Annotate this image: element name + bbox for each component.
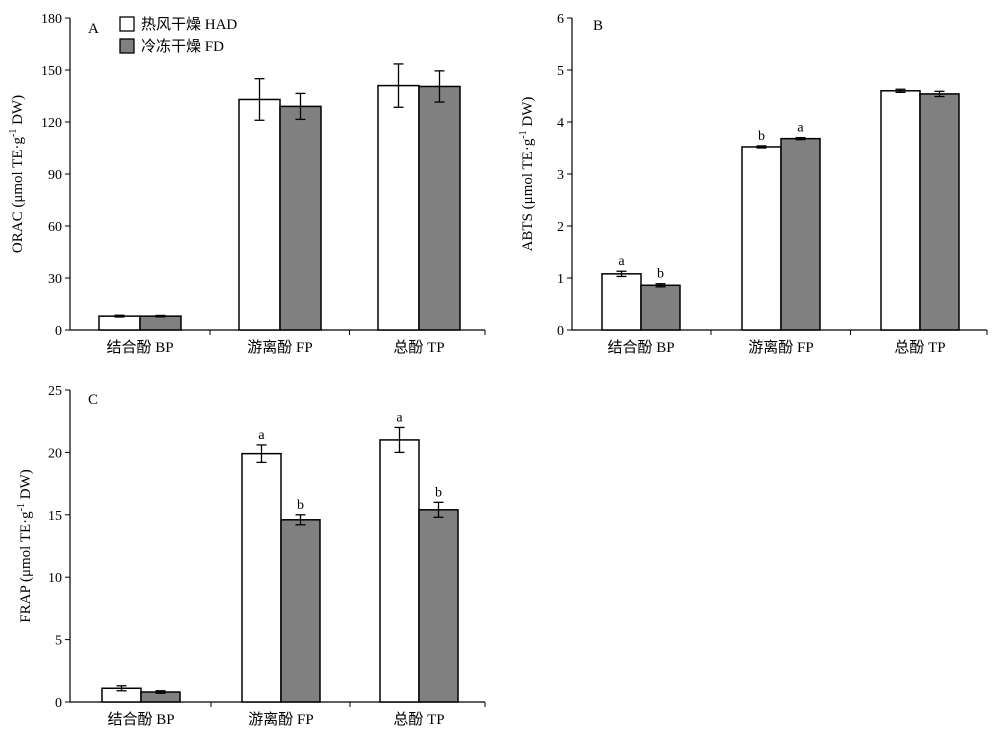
bar <box>640 284 681 331</box>
y-tick-label: 0 <box>55 696 62 711</box>
bar <box>880 90 921 331</box>
y-tick-label: 0 <box>557 324 564 339</box>
y-tick-label: 6 <box>557 12 564 27</box>
y-tick-label: 2 <box>557 220 564 235</box>
chart-panel-a: 0 30 60 90 120 150 180 结合酚 BP 游离酚 FP 总酚 TP ORAC (μ… <box>8 12 486 356</box>
bar <box>238 98 281 331</box>
legend: 热风干燥 HAD 冷冻干燥 FD <box>119 16 237 55</box>
panel-label: A <box>88 21 99 37</box>
panel-label: B <box>593 18 603 34</box>
bar <box>379 439 420 703</box>
bar <box>780 137 821 331</box>
significance-label: a <box>618 254 625 269</box>
chart-panel-c: 0 5 10 15 20 25 结合酚 BP 游离酚 FP 总酚 TP a a b b FRAP (μmo… <box>16 384 486 728</box>
bar <box>919 93 960 331</box>
bar <box>418 509 459 703</box>
significance-label: a <box>797 121 804 136</box>
x-tick-label: 结合酚 BP <box>107 711 174 728</box>
y-tick-label: 90 <box>48 168 62 183</box>
significance-label: b <box>297 498 304 513</box>
x-tick-label: 总酚 TP <box>393 339 444 356</box>
y-tick-label: 0 <box>55 324 62 339</box>
x-tick-label: 结合酚 BP <box>106 339 173 356</box>
y-tick-label: 4 <box>557 116 564 131</box>
y-tick-label: 5 <box>557 64 564 79</box>
y-tick-label: 120 <box>41 116 62 131</box>
significance-label: b <box>435 485 442 500</box>
y-axis-label: ABTS (μmol TE·g-1 DW) <box>518 97 536 252</box>
bar <box>279 105 322 331</box>
legend-swatch <box>119 38 135 54</box>
legend-label: 热风干燥 HAD <box>141 16 237 33</box>
y-tick-label: 20 <box>48 446 62 461</box>
y-tick-label: 180 <box>41 12 62 27</box>
y-tick-label: 25 <box>48 384 62 399</box>
x-tick-label: 结合酚 BP <box>607 339 674 356</box>
bar <box>377 84 420 331</box>
legend-swatch <box>119 16 135 32</box>
y-tick-label: 15 <box>48 509 62 524</box>
x-tick-label: 游离酚 FP <box>748 339 813 356</box>
y-tick-label: 1 <box>557 272 564 287</box>
x-tick-label: 游离酚 FP <box>247 339 312 356</box>
significance-label: b <box>758 129 765 144</box>
y-tick-label: 10 <box>48 571 62 586</box>
y-axis-label: ORAC (μmol TE·g-1 DW) <box>8 95 26 253</box>
bar <box>418 85 461 331</box>
bar <box>280 519 321 703</box>
y-tick-label: 5 <box>55 634 62 649</box>
legend-label: 冷冻干燥 FD <box>141 37 224 55</box>
y-tick-label: 3 <box>557 168 564 183</box>
y-tick-label: 30 <box>48 272 62 287</box>
x-tick-label: 总酚 TP <box>894 339 945 356</box>
bar <box>98 315 141 331</box>
bar <box>139 315 182 331</box>
x-tick-label: 游离酚 FP <box>248 711 313 728</box>
bar <box>601 273 642 331</box>
bar <box>241 452 282 703</box>
significance-label: a <box>396 410 403 425</box>
panel-label: C <box>88 392 98 408</box>
significance-label: a <box>258 428 265 443</box>
bar <box>741 146 782 331</box>
y-tick-label: 150 <box>41 64 62 79</box>
chart-panel-b: 0 1 2 3 4 5 6 结合酚 BP 游离酚 FP 总酚 TP a b b a ABTS (μmol T… <box>518 12 988 356</box>
significance-label: b <box>657 267 664 282</box>
y-axis-label: FRAP (μmol TE·g-1 DW) <box>16 469 34 622</box>
y-tick-label: 60 <box>48 220 62 235</box>
x-tick-label: 总酚 TP <box>393 711 444 728</box>
